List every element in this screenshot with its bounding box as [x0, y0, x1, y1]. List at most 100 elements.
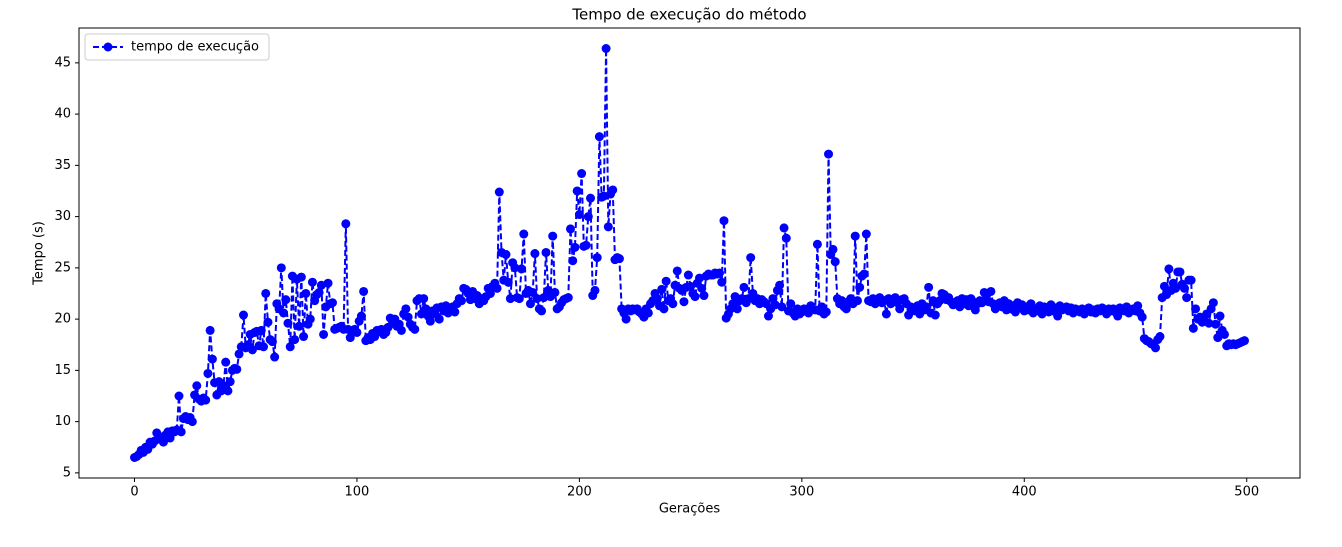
data-point [859, 269, 869, 279]
data-point [577, 169, 587, 179]
data-point [672, 266, 682, 276]
data-point [541, 247, 551, 257]
data-point [270, 352, 280, 362]
x-tick-label: 400 [1012, 485, 1037, 500]
data-point [732, 304, 742, 314]
data-point [668, 299, 678, 309]
data-point [425, 316, 435, 326]
data-point [1171, 283, 1181, 293]
data-point [201, 395, 211, 405]
data-point [614, 254, 624, 264]
data-point [514, 294, 524, 304]
data-point [1191, 304, 1201, 314]
data-point [881, 309, 891, 319]
data-point [410, 324, 420, 334]
data-point [494, 187, 504, 197]
data-point [861, 229, 871, 239]
y-tick-label: 30 [54, 209, 71, 224]
data-point [715, 268, 725, 278]
data-point [697, 283, 707, 293]
data-point [601, 44, 611, 54]
data-point [301, 288, 311, 298]
legend-marker [103, 42, 113, 52]
data-point [830, 257, 840, 267]
data-point [519, 229, 529, 239]
x-tick-label: 200 [567, 485, 592, 500]
data-point [690, 292, 700, 302]
data-point [1188, 323, 1198, 333]
data-point [314, 287, 324, 297]
data-point [824, 149, 834, 159]
y-axis-label: Tempo (s) [32, 221, 47, 286]
chart-title: Tempo de execução do método [571, 6, 806, 24]
data-point [1155, 332, 1165, 342]
data-point [345, 333, 355, 343]
data-point [852, 296, 862, 306]
data-point [746, 253, 756, 263]
data-point [492, 283, 502, 293]
y-tick-label: 35 [54, 158, 71, 173]
data-point [294, 321, 304, 331]
data-point [568, 256, 578, 266]
data-point [234, 349, 244, 359]
data-point [401, 304, 411, 314]
data-point [532, 294, 542, 304]
data-point [221, 357, 231, 367]
data-point [285, 342, 295, 352]
data-point [403, 312, 413, 322]
data-point [828, 244, 838, 254]
data-point [485, 288, 495, 298]
data-point [779, 223, 789, 233]
data-point [283, 318, 293, 328]
data-point [279, 308, 289, 318]
data-point [327, 298, 337, 308]
data-point [205, 325, 215, 335]
data-point [261, 288, 271, 298]
data-point [276, 263, 286, 273]
data-point [548, 231, 558, 241]
data-point [1179, 283, 1189, 293]
data-point [267, 337, 277, 347]
data-point [717, 277, 727, 287]
data-point [563, 293, 573, 303]
data-point [299, 332, 309, 342]
data-point [525, 299, 535, 309]
data-point [924, 282, 934, 292]
legend: tempo de execução [84, 33, 270, 61]
data-point [187, 417, 197, 427]
data-point [977, 298, 987, 308]
data-point [176, 427, 186, 437]
data-point [1137, 312, 1147, 322]
y-tick-label: 25 [54, 260, 71, 275]
data-point [661, 276, 671, 286]
data-point [290, 335, 300, 345]
data-point [775, 280, 785, 290]
data-point [583, 212, 593, 222]
y-tick-label: 15 [54, 363, 71, 378]
data-point [1204, 318, 1214, 328]
data-point [930, 310, 940, 320]
data-point [341, 219, 351, 229]
data-point [1151, 343, 1161, 353]
data-point [1186, 275, 1196, 285]
data-point [203, 368, 213, 378]
data-point [510, 263, 520, 273]
data-point [323, 278, 333, 288]
data-point [281, 295, 291, 305]
data-point [592, 253, 602, 263]
data-point [359, 286, 369, 296]
data-point [225, 377, 235, 387]
data-point [263, 317, 273, 327]
data-point [305, 314, 315, 324]
data-point [517, 264, 527, 274]
data-point [1219, 329, 1229, 339]
data-point [192, 381, 202, 391]
legend-box [84, 33, 270, 61]
data-point [739, 282, 749, 292]
data-point [419, 294, 429, 304]
data-point [259, 342, 269, 352]
x-tick-label: 300 [789, 485, 814, 500]
y-tick-label: 20 [54, 312, 71, 327]
